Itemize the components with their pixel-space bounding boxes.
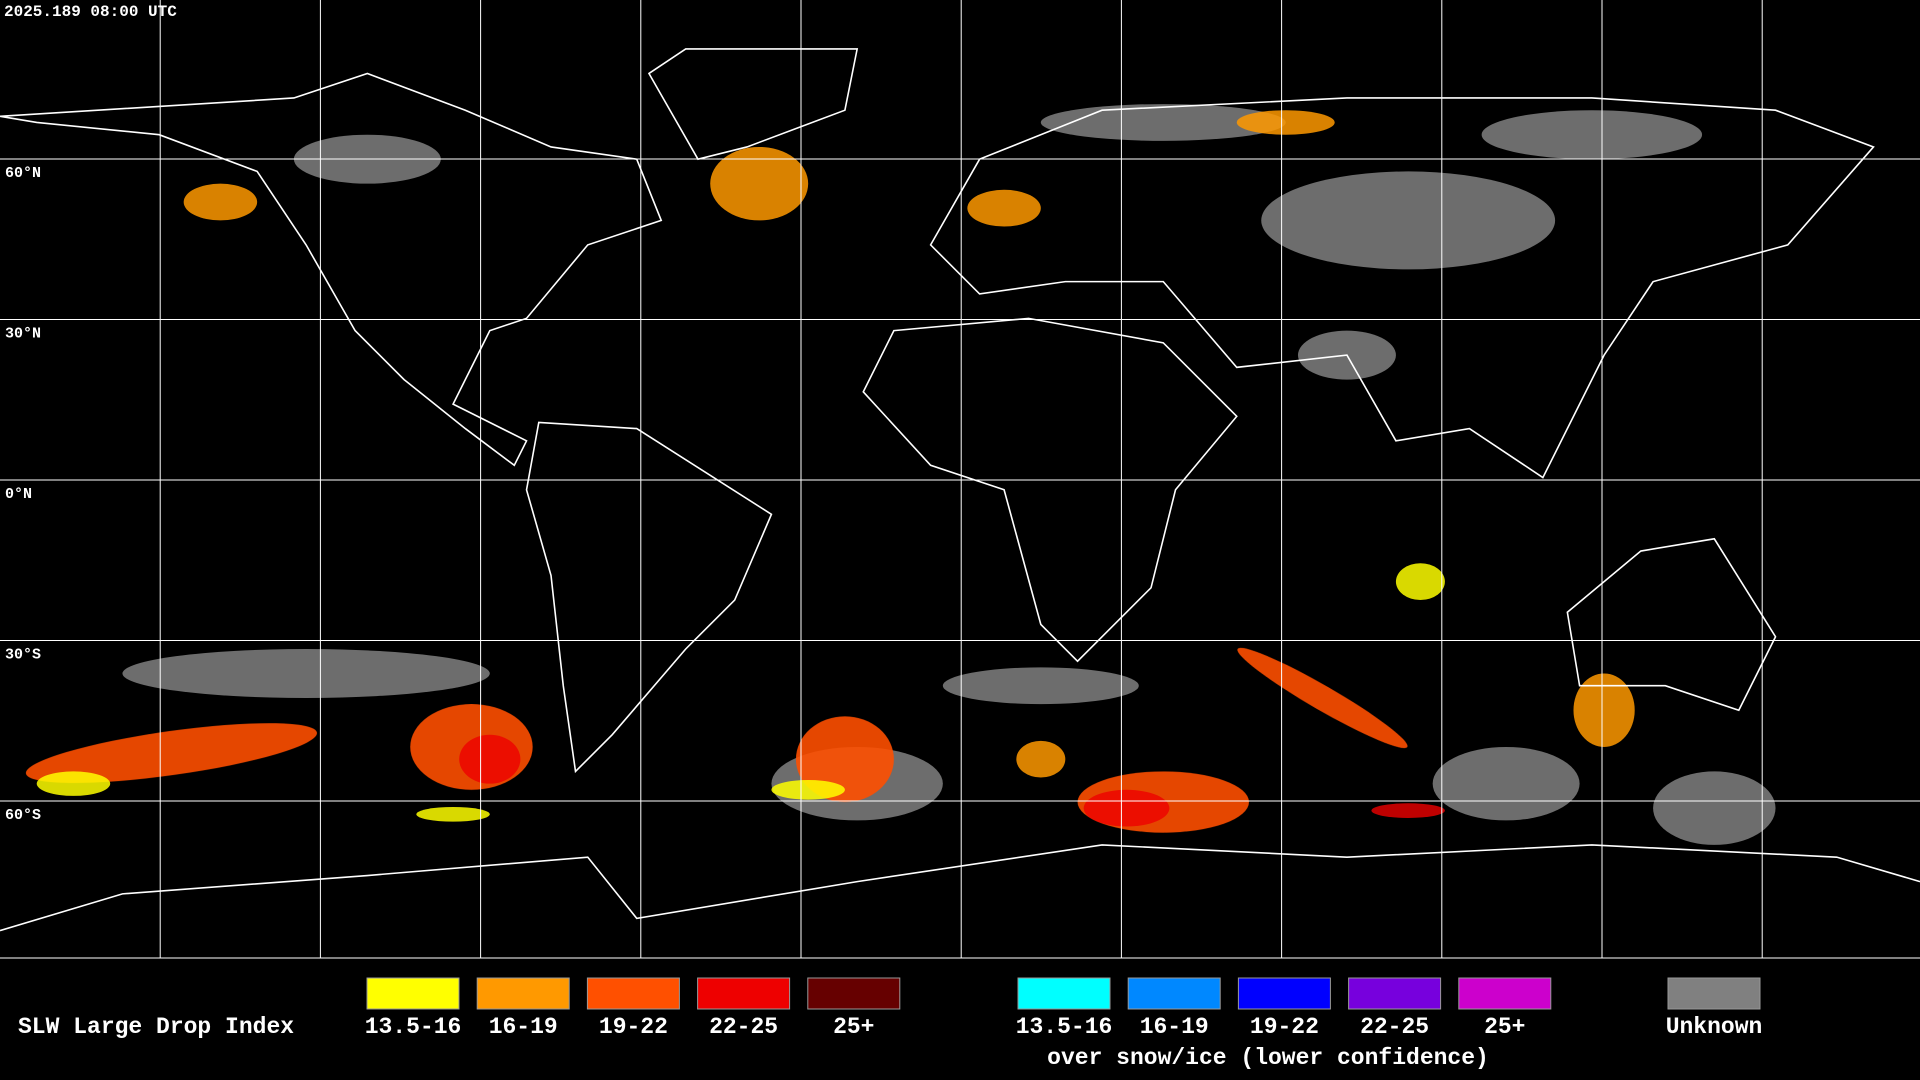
legend-swatch [1667, 977, 1761, 1010]
legend-label: 13.5-16 [1016, 1014, 1113, 1040]
legend-label: 16-19 [489, 1014, 558, 1040]
legend-label: 25+ [1484, 1014, 1525, 1040]
legend-swatch [1017, 977, 1111, 1010]
legend-label: Unknown [1666, 1014, 1763, 1040]
legend-swatch [697, 977, 791, 1010]
coastlines [0, 49, 1920, 931]
lat-label: 60°N [5, 165, 41, 182]
legend-swatch [1127, 977, 1221, 1010]
legend-swatch [586, 977, 680, 1010]
legend-swatch [366, 977, 460, 1010]
legend-swatch [476, 977, 570, 1010]
legend-label: 13.5-16 [365, 1014, 462, 1040]
legend-label: 22-25 [709, 1014, 778, 1040]
legend-label: 25+ [833, 1014, 874, 1040]
lat-label: 0°N [5, 486, 32, 503]
lat-label: 30°S [5, 646, 41, 663]
legend-label: 19-22 [599, 1014, 668, 1040]
legend-label: 19-22 [1250, 1014, 1319, 1040]
legend-caption: over snow/ice (lower confidence) [1047, 1045, 1489, 1071]
legend: 13.5-16 16-19 19-22 22-25 25+ 13.5-16 16-19 19-… [365, 977, 1763, 1071]
graticule: 60°N 30°N 0°N 30°S 60°S [0, 0, 1920, 958]
legend-title: SLW Large Drop Index [18, 1014, 294, 1040]
legend-swatch [807, 977, 901, 1010]
legend-swatch [1458, 977, 1552, 1010]
timestamp: 2025.189 08:00 UTC [4, 3, 177, 21]
legend-swatch [1348, 977, 1442, 1010]
legend-label: 16-19 [1140, 1014, 1209, 1040]
lat-label: 30°N [5, 325, 41, 342]
legend-swatch [1237, 977, 1331, 1010]
legend-label: 22-25 [1360, 1014, 1429, 1040]
lat-label: 60°S [5, 807, 41, 824]
